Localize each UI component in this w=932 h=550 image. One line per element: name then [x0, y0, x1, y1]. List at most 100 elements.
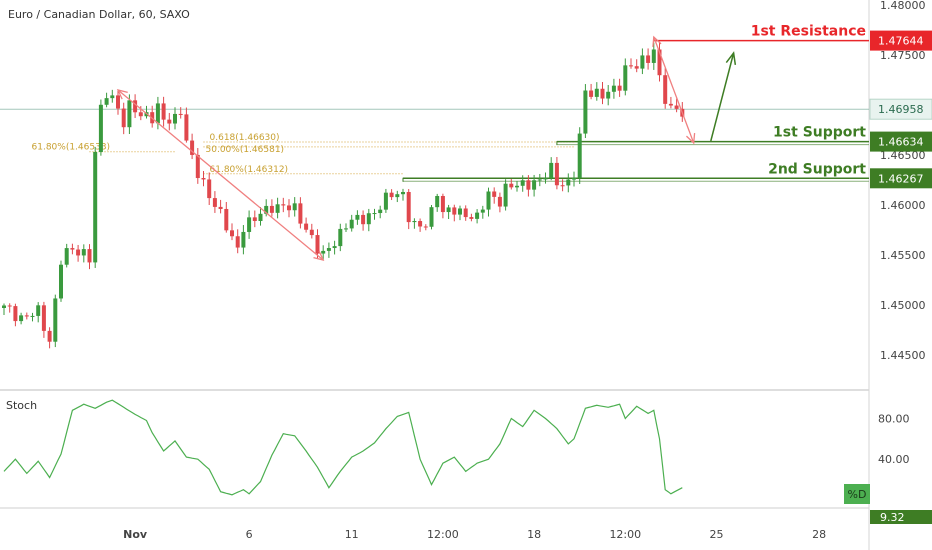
price-axis[interactable]: 1.48000 1.47500 1.46500 1.46000 1.45500 1.450… [880, 0, 926, 362]
candle-body [406, 191, 411, 223]
stoch-tick-label: 80.00 [878, 412, 910, 425]
candle-body [566, 179, 571, 186]
time-tick-label: 12:00 [427, 528, 459, 541]
candle-body [600, 88, 605, 99]
candle-body [292, 203, 297, 211]
candle-body [138, 112, 143, 117]
candle-body [492, 191, 497, 197]
time-tick-label: 25 [710, 528, 724, 541]
candle-body [657, 49, 662, 76]
candle-body [452, 207, 457, 215]
candle-body [338, 228, 343, 247]
candle-body [537, 179, 542, 181]
candle-body [59, 264, 63, 299]
time-axis[interactable]: Nov 6 11 12:00 18 12:00 25 28 [123, 528, 826, 541]
candle-body [383, 192, 388, 210]
candle-body [617, 85, 622, 91]
price-axis-badges: 1.47644 1.46634 1.46267 1.46958 9.32 [869, 30, 932, 524]
candle-body [87, 249, 92, 263]
candle-body [503, 183, 508, 207]
candle-body [110, 95, 115, 99]
candle-body [81, 249, 86, 256]
candle-body [275, 204, 280, 213]
level-label: 1st Resistance [751, 24, 866, 40]
candle-body [401, 191, 405, 195]
candle-body [634, 66, 639, 69]
candle-body [207, 179, 212, 199]
candle-body [326, 248, 331, 251]
price-tick-label: 1.46500 [880, 149, 926, 162]
candle-body [218, 206, 223, 209]
time-tick-label: 6 [246, 528, 253, 541]
candle-body [480, 209, 485, 213]
time-tick-label: 28 [812, 528, 826, 541]
candle-body [674, 105, 679, 109]
candle-body [366, 213, 371, 225]
time-tick-label: 18 [527, 528, 541, 541]
candle-body [583, 90, 588, 134]
candle-body [554, 162, 559, 186]
price-tick-label: 1.46000 [880, 199, 926, 212]
candle-body [178, 113, 183, 115]
candle-body [458, 208, 462, 215]
red-projection-arrow [653, 36, 695, 144]
candle-body [252, 217, 257, 222]
candle-body [418, 221, 423, 227]
candle-body [121, 108, 126, 128]
candle-body [19, 315, 24, 322]
candle-body [7, 305, 12, 307]
candle-body [195, 154, 200, 179]
level-label: 2nd Support [768, 161, 866, 177]
chart-title: Euro / Canadian Dollar, 60, SAXO [8, 8, 190, 21]
candle-body [201, 178, 206, 180]
level-price-text: 1.46267 [878, 172, 924, 185]
stoch-axis: 80.00 40.00 [878, 412, 910, 466]
candle-body [76, 249, 81, 256]
level-price-text: 1.47644 [878, 35, 924, 48]
candle-body [64, 248, 69, 265]
candle-body [212, 198, 217, 207]
price-tick-label: 1.47500 [880, 49, 926, 62]
candle-body [53, 298, 58, 342]
candle-body [247, 217, 252, 232]
candle-body [344, 228, 348, 230]
candle-body [520, 180, 525, 186]
candle-body [281, 204, 286, 206]
stoch-legend-box [844, 484, 870, 504]
candle-body [515, 185, 519, 188]
candle-body [241, 231, 246, 248]
candle-body [332, 246, 337, 249]
candle-body [463, 208, 468, 218]
candle-body [395, 194, 400, 198]
candle-body [13, 306, 18, 322]
candle-body [264, 205, 269, 214]
stoch-d-line [3, 399, 683, 496]
red-projection-arrow-tail [652, 35, 662, 48]
time-tick-label: 12:00 [609, 528, 641, 541]
candle-body [611, 85, 616, 92]
green-projection-arrow [710, 52, 735, 142]
stoch-legend: %D [848, 488, 867, 501]
stoch-label: Stoch [6, 399, 37, 412]
candle-body [560, 185, 565, 187]
candle-body [429, 207, 434, 227]
candle-body [184, 114, 189, 141]
stoch-value-text: 9.32 [880, 511, 905, 524]
candle-body [577, 133, 582, 178]
candle-body [651, 49, 656, 63]
candle-body [258, 213, 263, 222]
candle-body [355, 214, 360, 220]
candle-body [378, 209, 383, 214]
candle-body [315, 235, 320, 254]
candle-body [304, 223, 309, 230]
red-projection-arrow-head [313, 250, 325, 261]
candle-body [440, 195, 445, 213]
price-tick-label: 1.48000 [880, 0, 926, 12]
stoch-tick-label: 40.00 [878, 453, 910, 466]
level-price-text: 1.46634 [878, 136, 924, 149]
candle-body [423, 226, 428, 228]
red-projection-arrow-tail [116, 89, 128, 100]
candle-body [412, 221, 417, 223]
